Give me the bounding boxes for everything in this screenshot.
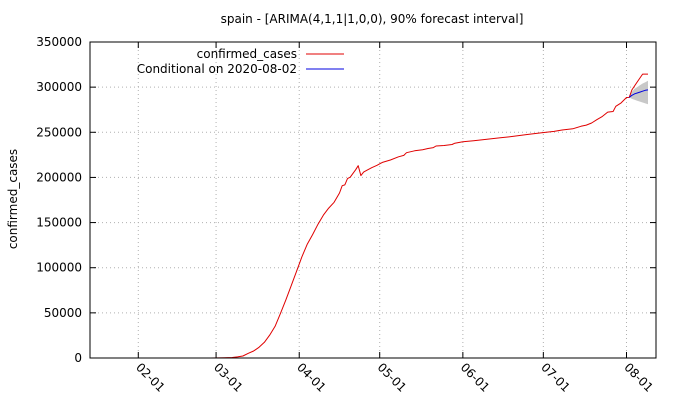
legend-label-confirmed-cases: confirmed_cases [197, 47, 297, 61]
y-tick-label: 0 [74, 351, 82, 365]
x-tick-label: 08-01 [621, 360, 656, 395]
y-axis-ticks: 0 50000 100000 150000 200000 250000 300000 3500… [36, 35, 656, 365]
legend-entry-confirmed-cases: confirmed_cases [197, 47, 344, 61]
legend-label-conditional: Conditional on 2020-08-02 [137, 62, 297, 76]
x-tick-label: 05-01 [375, 360, 410, 395]
plot-frame [89, 41, 657, 359]
x-axis-ticks: 02-01 03-01 04-01 05-01 06-01 07-01 08-01 [133, 42, 656, 395]
y-axis-label: confirmed_cases [6, 149, 20, 249]
x-tick-label: 06-01 [458, 360, 493, 395]
y-tick-label: 100000 [36, 261, 82, 275]
y-tick-label: 150000 [36, 216, 82, 230]
x-tick-label: 03-01 [211, 360, 246, 395]
y-tick-label: 50000 [44, 306, 82, 320]
x-tick-label: 02-01 [133, 360, 168, 395]
chart-title: spain - [ARIMA(4,1,1|1,0,0), 90% forecas… [221, 12, 524, 26]
series-layer [210, 73, 649, 359]
legend-entry-conditional: Conditional on 2020-08-02 [137, 62, 344, 76]
legend: confirmed_cases Conditional on 2020-08-0… [137, 47, 344, 76]
y-tick-label: 200000 [36, 170, 82, 184]
x-tick-label: 07-01 [538, 360, 573, 395]
x-tick-label: 04-01 [294, 360, 329, 395]
y-tick-label: 300000 [36, 80, 82, 94]
series-line-1 [628, 89, 649, 98]
y-tick-label: 350000 [36, 35, 82, 49]
grid [90, 42, 656, 358]
y-tick-label: 250000 [36, 125, 82, 139]
series-line-0 [210, 73, 648, 359]
